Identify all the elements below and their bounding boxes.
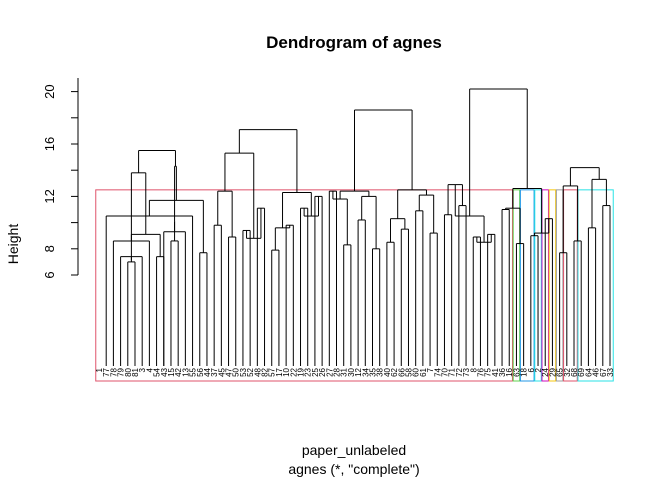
leaf-label: 33 (606, 367, 615, 376)
leaf-label: 40 (383, 367, 392, 376)
leaf-label: 26 (318, 367, 327, 376)
leaf-label: 74 (433, 367, 442, 376)
leaf-label: 22 (289, 367, 298, 376)
leaf-label: 72 (455, 367, 464, 376)
leaf-label: 77 (102, 367, 111, 376)
leaf-label: 52 (246, 367, 255, 376)
leaf-label: 65 (556, 367, 565, 376)
leaf-label: 16 (505, 367, 514, 376)
leaf-label: 60 (412, 367, 421, 376)
leaf-label: 64 (584, 367, 593, 376)
cluster-rectangle (512, 189, 521, 382)
leaf-label: 17 (275, 367, 284, 376)
leaf-label: 57 (268, 367, 277, 376)
leaf-label: 35 (368, 367, 377, 376)
leaf-label: 47 (225, 367, 234, 376)
leaf-label: 3 (138, 367, 147, 372)
cluster-rectangle (548, 189, 557, 382)
leaf-label: 69 (577, 367, 586, 376)
leaf-label: 42 (174, 367, 183, 376)
leaf-label: 23 (304, 367, 313, 376)
leaf-labels: 1777879808134544315421355564437454750535… (95, 367, 615, 376)
leaf-label: 58 (404, 367, 413, 376)
y-tick-label: 16 (42, 137, 57, 151)
leaf-label: 12 (354, 367, 363, 376)
leaf-label: 4 (145, 367, 154, 372)
leaf-label: 32 (563, 367, 572, 376)
leaf-label: 29 (548, 367, 557, 376)
leaf-label: 67 (599, 367, 608, 376)
chart-title: Dendrogram of agnes (266, 33, 442, 52)
leaf-label: 15 (167, 367, 176, 376)
cluster-rectangle (555, 189, 564, 382)
leaf-label: 55 (189, 367, 198, 376)
leaf-label: 71 (448, 367, 457, 376)
cluster-rectangles (95, 189, 614, 382)
leaf-label: 37 (210, 367, 219, 376)
cluster-rectangle (563, 189, 578, 382)
cluster-rectangle (577, 189, 614, 382)
leaf-label: 78 (109, 367, 118, 376)
y-tick-label: 12 (42, 189, 57, 203)
dendrogram-branches (105, 88, 611, 366)
leaf-label: 68 (570, 367, 579, 376)
y-axis-ticks: 6 8 12 16 20 (42, 84, 78, 279)
leaf-label: 28 (333, 367, 342, 376)
cluster-rectangle (534, 189, 542, 382)
leaf-label: 70 (440, 367, 449, 376)
leaf-label: 56 (196, 367, 205, 376)
leaf-label: 31 (340, 367, 349, 376)
leaf-label: 41 (491, 367, 500, 376)
y-tick-label: 6 (42, 271, 57, 278)
leaf-label: 79 (117, 367, 126, 376)
leaf-label: 24 (541, 367, 550, 376)
x-axis-sublabel: agnes (*, "complete") (288, 461, 419, 477)
leaf-label: 13 (181, 367, 190, 376)
leaf-label: 45 (217, 367, 226, 376)
leaf-label: 38 (376, 367, 385, 376)
leaf-label: 46 (592, 367, 601, 376)
cluster-rectangle (95, 189, 513, 382)
leaf-label: 36 (498, 367, 507, 376)
y-tick-label: 20 (42, 84, 57, 98)
leaf-label: 80 (124, 367, 133, 376)
leaf-label: 10 (282, 367, 291, 376)
leaf-label: 30 (347, 367, 356, 376)
leaf-label: 1 (95, 367, 104, 372)
leaf-label: 81 (131, 367, 140, 376)
leaf-label: 44 (203, 367, 212, 376)
leaf-label: 66 (397, 367, 406, 376)
cluster-rectangle (541, 189, 549, 382)
cluster-rectangle (519, 189, 535, 382)
y-tick-label: 8 (42, 245, 57, 252)
leaf-label: 34 (361, 367, 370, 376)
leaf-label: 18 (520, 367, 529, 376)
leaf-label: 7 (426, 367, 435, 372)
leaf-label: 82 (261, 367, 270, 376)
leaf-label: 61 (419, 367, 428, 376)
leaf-label: 19 (297, 367, 306, 376)
leaf-label: 27 (325, 367, 334, 376)
leaf-label: 6 (527, 367, 536, 372)
leaf-label: 25 (311, 367, 320, 376)
leaf-label: 62 (390, 367, 399, 376)
leaf-label: 2 (534, 367, 543, 372)
y-axis-label: Height (5, 224, 21, 265)
leaf-label: 50 (232, 367, 241, 376)
leaf-label: 54 (153, 367, 162, 376)
leaf-label: 73 (462, 367, 471, 376)
leaf-label: 75 (484, 367, 493, 376)
leaf-label: 8 (469, 367, 478, 372)
leaf-label: 48 (253, 367, 262, 376)
x-axis-label: paper_unlabeled (302, 442, 406, 458)
leaf-label: 63 (512, 367, 521, 376)
leaf-label: 53 (239, 367, 248, 376)
leaf-label: 76 (476, 367, 485, 376)
leaf-label: 43 (160, 367, 169, 376)
